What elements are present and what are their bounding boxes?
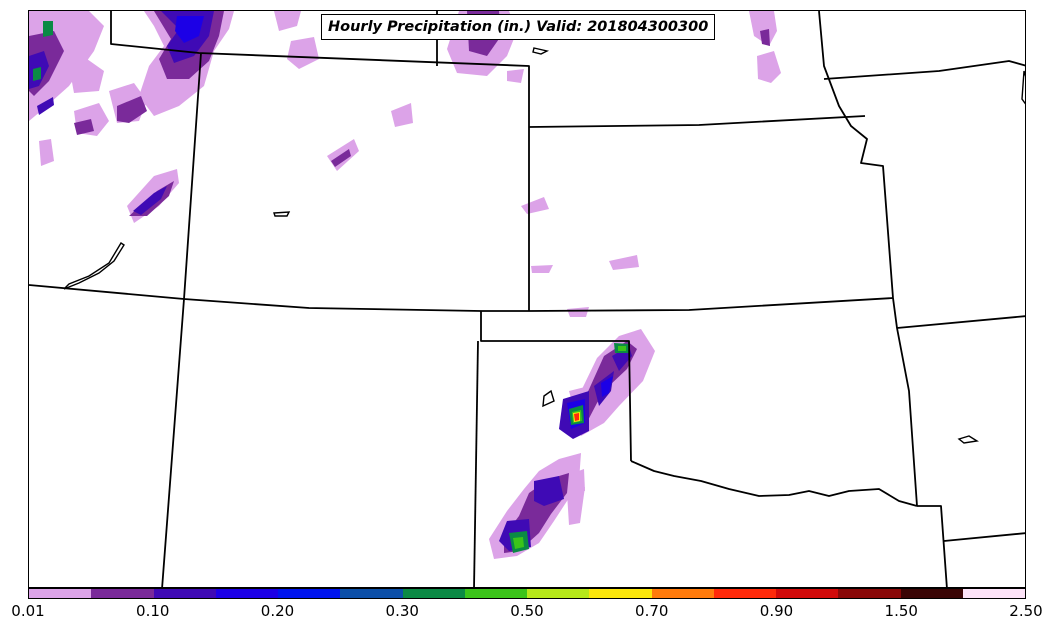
colorbar-tick-label: 0.90 — [759, 602, 794, 620]
colorbar-segment — [589, 589, 652, 598]
map-title: Hourly Precipitation (in.) Valid: 201804… — [321, 14, 716, 40]
state-boundaries — [29, 11, 1025, 587]
colorbar-segment — [91, 589, 154, 598]
colorbar-segment — [215, 589, 278, 598]
precipitation-colorbar — [28, 588, 1026, 599]
colorbar-segment — [651, 589, 714, 598]
map-canvas — [29, 11, 1025, 587]
colorbar-tick-label: 0.10 — [136, 602, 170, 620]
colorbar-tick-label: 0.70 — [635, 602, 669, 620]
colorbar-segment — [402, 589, 465, 598]
colorbar-segment — [900, 589, 963, 598]
colorbar-tick-labels: 0.01 0.10 0.20 0.30 0.50 0.70 0.90 1.50 2.50 — [0, 602, 1054, 626]
colorbar-segment — [776, 589, 839, 598]
colorbar-tick-label: 2.50 — [1009, 602, 1043, 620]
colorbar-segment — [962, 589, 1025, 598]
colorbar-tick-label: 0.30 — [385, 602, 419, 620]
colorbar-tick-label: 0.50 — [510, 602, 544, 620]
precip-layer-intense-blue — [175, 16, 613, 429]
colorbar-segment — [527, 589, 590, 598]
colorbar-segment — [29, 589, 92, 598]
colorbar-segment — [340, 589, 403, 598]
precip-layer-light — [29, 11, 781, 559]
colorbar-tick-label: 0.20 — [260, 602, 295, 620]
colorbar-segment — [278, 589, 341, 598]
precip-layer-red — [574, 413, 579, 421]
colorbar-segment — [153, 589, 216, 598]
water-bodies — [63, 47, 1025, 444]
colorbar-segment — [838, 589, 901, 598]
colorbar-segment — [464, 589, 527, 598]
colorbar-tick-label: 0.01 — [11, 602, 45, 620]
precipitation-map — [28, 10, 1026, 588]
colorbar-tick-label: 1.50 — [884, 602, 918, 620]
colorbar-segment — [713, 589, 776, 598]
